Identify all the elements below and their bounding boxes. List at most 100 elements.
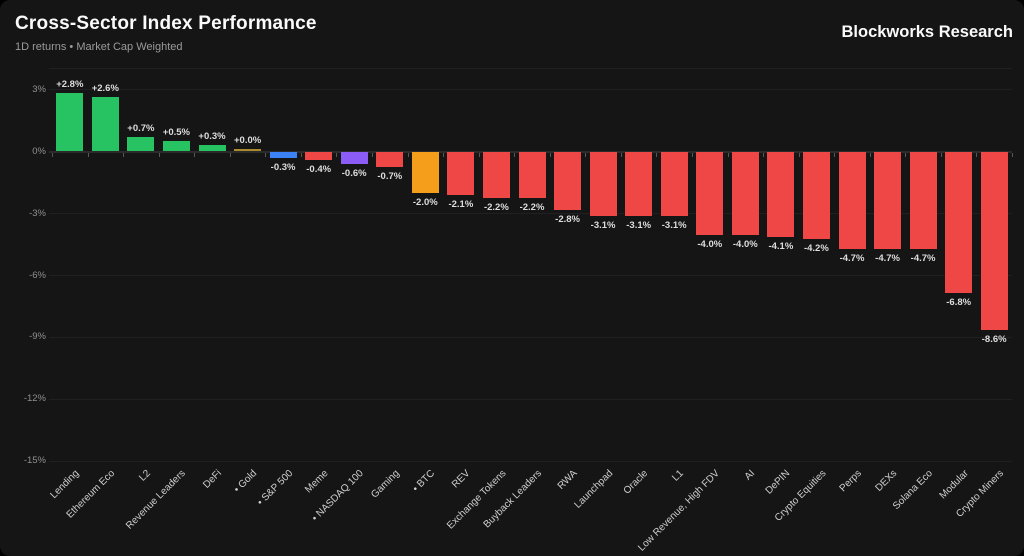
axis-tick bbox=[976, 152, 978, 157]
axis-tick bbox=[620, 152, 622, 157]
bar-dexs[interactable] bbox=[874, 152, 902, 250]
axis-tick bbox=[194, 152, 196, 157]
bar-gaming[interactable] bbox=[376, 152, 404, 167]
axis-tick bbox=[549, 152, 551, 157]
bar-gold[interactable] bbox=[234, 149, 262, 151]
bar-rev[interactable] bbox=[447, 152, 475, 196]
value-label-crypto-equities: -4.2% bbox=[803, 242, 829, 254]
axis-tick bbox=[656, 152, 658, 157]
value-label-rwa: -2.8% bbox=[555, 213, 580, 225]
axis-tick bbox=[514, 152, 516, 157]
value-label-buyback-leaders: -2.2% bbox=[519, 201, 545, 213]
axis-tick bbox=[940, 152, 942, 157]
x-axis-label-rwa: RWA bbox=[555, 468, 580, 492]
axis-tick bbox=[443, 152, 445, 157]
value-label-low-revenue-high-fdv: -4.0% bbox=[697, 238, 723, 250]
axis-tick bbox=[1012, 152, 1013, 157]
bar-crypto-miners[interactable] bbox=[980, 152, 1008, 330]
y-axis-label-3: 3% bbox=[32, 83, 46, 95]
value-label-s-p-500: -0.3% bbox=[270, 162, 296, 174]
value-label-crypto-miners: -8.6% bbox=[981, 333, 1007, 345]
x-axis-label-s-p-500: • S&P 500 bbox=[254, 468, 295, 509]
x-axis-label-modular: Modular bbox=[937, 468, 971, 502]
bar-ethereum-eco[interactable] bbox=[91, 97, 119, 151]
bar-defi[interactable] bbox=[198, 144, 226, 151]
value-label-meme: -0.4% bbox=[306, 164, 332, 176]
value-label-l1: -3.1% bbox=[661, 220, 687, 231]
axis-tick bbox=[336, 152, 338, 157]
axis-tick bbox=[123, 152, 125, 157]
value-label-rev: -2.1% bbox=[448, 199, 474, 211]
value-label-modular: -6.8% bbox=[946, 296, 972, 308]
x-axis-label-btc: • BTC bbox=[410, 468, 438, 495]
y-axis-label-3: -3% bbox=[29, 207, 46, 219]
value-label-revenue-leaders: +0.5% bbox=[162, 126, 190, 138]
gridline-top bbox=[49, 68, 1012, 70]
bar-crypto-equities[interactable] bbox=[802, 152, 830, 239]
x-axis-line bbox=[49, 150, 1012, 153]
bar-meme[interactable] bbox=[305, 152, 333, 161]
axis-tick bbox=[692, 152, 693, 157]
value-label-lending: +2.8% bbox=[56, 79, 84, 91]
bar-s-p-500[interactable] bbox=[269, 152, 297, 159]
axis-tick bbox=[407, 152, 409, 157]
gridline-9 bbox=[49, 336, 1012, 338]
axis-tick bbox=[869, 152, 871, 157]
axis-tick bbox=[87, 152, 89, 157]
bar-depin[interactable] bbox=[767, 152, 795, 237]
x-axis-label-perps: Perps bbox=[837, 468, 864, 495]
x-axis-label-lending: Lending bbox=[48, 468, 82, 501]
value-label-launchpad: -3.1% bbox=[590, 220, 616, 231]
axis-tick bbox=[798, 152, 800, 157]
value-label-solana-eco: -4.7% bbox=[910, 253, 936, 265]
value-label-perps: -4.7% bbox=[839, 253, 865, 265]
chart-subtitle: 1D returns • Market Cap Weighted bbox=[15, 41, 183, 53]
page-title: Cross-Sector Index Performance bbox=[15, 13, 317, 34]
y-axis-label-15: -15% bbox=[23, 455, 46, 467]
bar-solana-eco[interactable] bbox=[909, 152, 937, 250]
y-axis-label-12: -12% bbox=[23, 393, 46, 405]
bar-low-revenue-high-fdv[interactable] bbox=[696, 152, 724, 235]
value-label-depin: -4.1% bbox=[768, 240, 794, 252]
value-label-defi: +0.3% bbox=[198, 130, 226, 142]
value-label-gold: +0.0% bbox=[233, 135, 262, 146]
bar-buyback-leaders[interactable] bbox=[518, 152, 546, 198]
value-label-ai: -4.0% bbox=[732, 238, 758, 250]
bar-revenue-leaders[interactable] bbox=[162, 140, 190, 151]
bar-rwa[interactable] bbox=[554, 152, 582, 210]
axis-tick bbox=[372, 152, 373, 157]
bar-nasdaq-100[interactable] bbox=[340, 152, 368, 165]
gridline-6 bbox=[49, 275, 1012, 276]
bar-l1[interactable] bbox=[660, 152, 688, 216]
x-axis-label-oracle: Oracle bbox=[621, 468, 651, 497]
y-axis-label-9: -9% bbox=[29, 331, 46, 343]
axis-tick bbox=[300, 152, 302, 157]
value-label-gaming: -0.7% bbox=[377, 170, 403, 182]
value-label-btc: -2.0% bbox=[412, 197, 438, 209]
y-axis-label-6: -6% bbox=[29, 269, 46, 281]
bar-btc[interactable] bbox=[411, 152, 439, 194]
axis-tick bbox=[265, 152, 267, 157]
axis-tick bbox=[52, 152, 53, 157]
bar-launchpad[interactable] bbox=[589, 152, 617, 216]
bar-oracle[interactable] bbox=[625, 152, 653, 216]
gridline-15 bbox=[49, 460, 1012, 462]
x-axis-label-rev: REV bbox=[450, 468, 473, 491]
bar-ai[interactable] bbox=[731, 152, 759, 235]
gridline-3 bbox=[49, 89, 1012, 90]
value-label-exchange-tokens: -2.2% bbox=[483, 201, 509, 213]
x-axis-label-depin: DePIN bbox=[764, 468, 793, 497]
axis-tick bbox=[585, 152, 587, 157]
bar-perps[interactable] bbox=[838, 152, 866, 250]
axis-tick bbox=[229, 152, 231, 157]
bar-l2[interactable] bbox=[127, 136, 155, 151]
bar-modular[interactable] bbox=[945, 152, 973, 293]
bar-exchange-tokens[interactable] bbox=[482, 152, 510, 198]
x-axis-label-l1: L1 bbox=[670, 468, 686, 484]
bar-lending[interactable] bbox=[56, 93, 84, 151]
brand-logo: Blockworks Research bbox=[841, 23, 1013, 41]
value-label-oracle: -3.1% bbox=[626, 220, 652, 231]
x-axis-label-l2: L2 bbox=[137, 468, 153, 484]
